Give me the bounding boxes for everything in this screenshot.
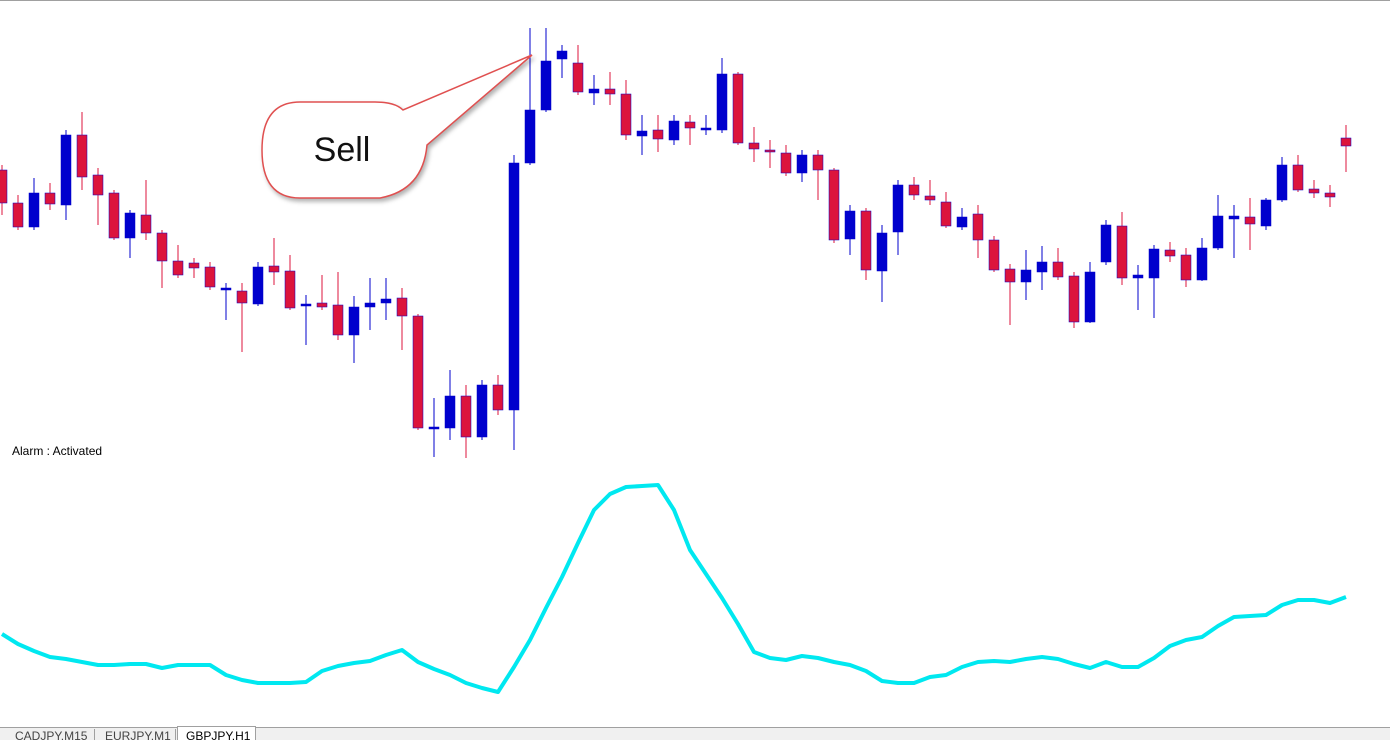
candle-body bbox=[268, 265, 280, 273]
candle-body bbox=[764, 149, 776, 153]
chart-tab[interactable]: EURJPY,M1 bbox=[105, 729, 171, 740]
candle-body bbox=[1052, 261, 1064, 278]
candle-body bbox=[1116, 225, 1128, 279]
chart-tab[interactable]: GBPJPY,H1 bbox=[186, 729, 251, 740]
candle-body bbox=[380, 298, 392, 304]
candle-body bbox=[972, 213, 984, 241]
candle-body bbox=[588, 88, 600, 94]
candle-body bbox=[348, 306, 360, 336]
candle-body bbox=[220, 287, 232, 291]
candle-body bbox=[604, 88, 616, 95]
candle-body bbox=[684, 121, 696, 129]
candle-body bbox=[396, 297, 408, 317]
candle-body bbox=[812, 154, 824, 171]
candle-body bbox=[652, 129, 664, 140]
candle-body bbox=[252, 266, 264, 305]
candle-body bbox=[92, 174, 104, 196]
candle-body bbox=[1068, 275, 1080, 323]
price-chart bbox=[0, 28, 1352, 458]
candle-body bbox=[572, 62, 584, 93]
candle-body bbox=[732, 73, 744, 144]
candle-body bbox=[332, 304, 344, 336]
candle-body bbox=[140, 214, 152, 234]
candle-body bbox=[0, 169, 8, 204]
active-tab[interactable] bbox=[177, 726, 256, 740]
candle-body bbox=[524, 109, 536, 164]
candle-body bbox=[1132, 274, 1144, 279]
candle-body bbox=[1148, 248, 1160, 279]
candle-body bbox=[748, 142, 760, 150]
candle-body bbox=[476, 384, 488, 438]
candle-body bbox=[156, 232, 168, 262]
candle-body bbox=[1164, 249, 1176, 257]
candle-body bbox=[124, 212, 136, 239]
candle-body bbox=[556, 50, 568, 60]
candle-body bbox=[364, 302, 376, 308]
candle-body bbox=[172, 260, 184, 276]
candle-body bbox=[1308, 188, 1320, 194]
candle-body bbox=[1100, 224, 1112, 263]
candle-body bbox=[1228, 215, 1240, 220]
candle-body bbox=[492, 384, 504, 411]
candle-body bbox=[1276, 164, 1288, 201]
candle-body bbox=[28, 192, 40, 228]
candle-body bbox=[1244, 216, 1256, 225]
candle-body bbox=[620, 93, 632, 136]
candle-body bbox=[12, 202, 24, 228]
candle-body bbox=[668, 120, 680, 141]
candle-body bbox=[1340, 137, 1352, 147]
candle-body bbox=[1196, 247, 1208, 281]
candle-body bbox=[428, 426, 440, 430]
candle-body bbox=[1292, 164, 1304, 191]
candle-body bbox=[316, 302, 328, 308]
indicator-line bbox=[0, 483, 1347, 694]
chart-tab[interactable]: CADJPY,M15 bbox=[15, 729, 88, 740]
candle-body bbox=[204, 266, 216, 288]
candle-body bbox=[844, 210, 856, 240]
candle-body bbox=[956, 216, 968, 228]
candle-body bbox=[76, 134, 88, 178]
alarm-status: Alarm : Activated bbox=[12, 444, 102, 458]
candle-body bbox=[1004, 268, 1016, 283]
candle-body bbox=[1180, 254, 1192, 281]
candle-body bbox=[860, 210, 872, 271]
candle-body bbox=[1084, 271, 1096, 323]
callout-bubble bbox=[261, 54, 533, 199]
callout-text: Sell bbox=[314, 131, 371, 169]
candle-body bbox=[300, 303, 312, 307]
candle-body bbox=[1036, 261, 1048, 273]
candle-body bbox=[188, 262, 200, 269]
candle-body bbox=[108, 192, 120, 239]
candle-body bbox=[1020, 269, 1032, 283]
candle-body bbox=[940, 201, 952, 227]
candle-body bbox=[908, 184, 920, 196]
candle-body bbox=[508, 162, 520, 411]
candle-body bbox=[1260, 199, 1272, 227]
candle-body bbox=[1212, 215, 1224, 249]
candle-body bbox=[716, 73, 728, 131]
candle-body bbox=[236, 290, 248, 304]
candle-body bbox=[780, 152, 792, 174]
candle-body bbox=[636, 130, 648, 137]
candle-body bbox=[828, 169, 840, 241]
candle-body bbox=[540, 60, 552, 111]
candle-body bbox=[284, 270, 296, 309]
candle-body bbox=[460, 395, 472, 438]
candle-body bbox=[988, 239, 1000, 271]
tab-bar bbox=[0, 727, 1390, 740]
candle-body bbox=[700, 127, 712, 131]
candle-body bbox=[444, 395, 456, 429]
candle-body bbox=[412, 315, 424, 429]
candle-body bbox=[924, 195, 936, 201]
candle-body bbox=[796, 154, 808, 174]
candle-body bbox=[892, 184, 904, 233]
candle-body bbox=[1324, 192, 1336, 198]
candle-body bbox=[876, 232, 888, 272]
candle-body bbox=[60, 134, 72, 206]
indicator-pane bbox=[0, 483, 1347, 694]
candle-body bbox=[44, 192, 56, 205]
